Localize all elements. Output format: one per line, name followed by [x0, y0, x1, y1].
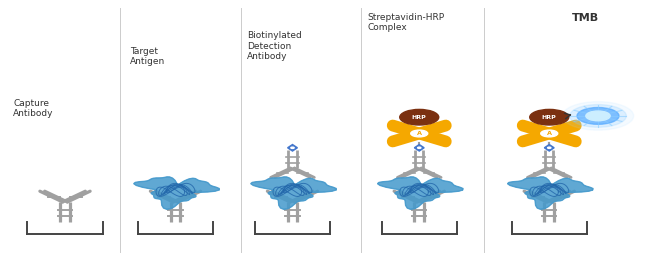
Polygon shape — [251, 177, 336, 209]
Text: HRP: HRP — [542, 115, 556, 120]
Circle shape — [562, 102, 634, 130]
Text: Capture
Antibody: Capture Antibody — [13, 99, 53, 118]
Circle shape — [291, 147, 294, 148]
Text: Streptavidin-HRP
Complex: Streptavidin-HRP Complex — [367, 13, 445, 32]
Polygon shape — [544, 145, 554, 151]
Circle shape — [569, 105, 627, 127]
Circle shape — [417, 147, 421, 148]
Polygon shape — [378, 177, 463, 209]
Circle shape — [530, 109, 569, 125]
Circle shape — [411, 130, 428, 137]
Circle shape — [586, 111, 610, 121]
Polygon shape — [287, 145, 298, 151]
Circle shape — [541, 130, 558, 137]
Circle shape — [577, 108, 619, 124]
Text: Target
Antigen: Target Antigen — [130, 47, 165, 66]
Polygon shape — [134, 177, 219, 209]
Text: Biotinylated
Detection
Antibody: Biotinylated Detection Antibody — [247, 31, 302, 61]
Text: A: A — [547, 131, 552, 136]
Polygon shape — [508, 177, 593, 209]
Circle shape — [400, 109, 439, 125]
Text: A: A — [417, 131, 422, 136]
Circle shape — [547, 147, 551, 148]
Text: TMB: TMB — [572, 13, 599, 23]
Text: HRP: HRP — [412, 115, 426, 120]
Polygon shape — [414, 145, 424, 151]
